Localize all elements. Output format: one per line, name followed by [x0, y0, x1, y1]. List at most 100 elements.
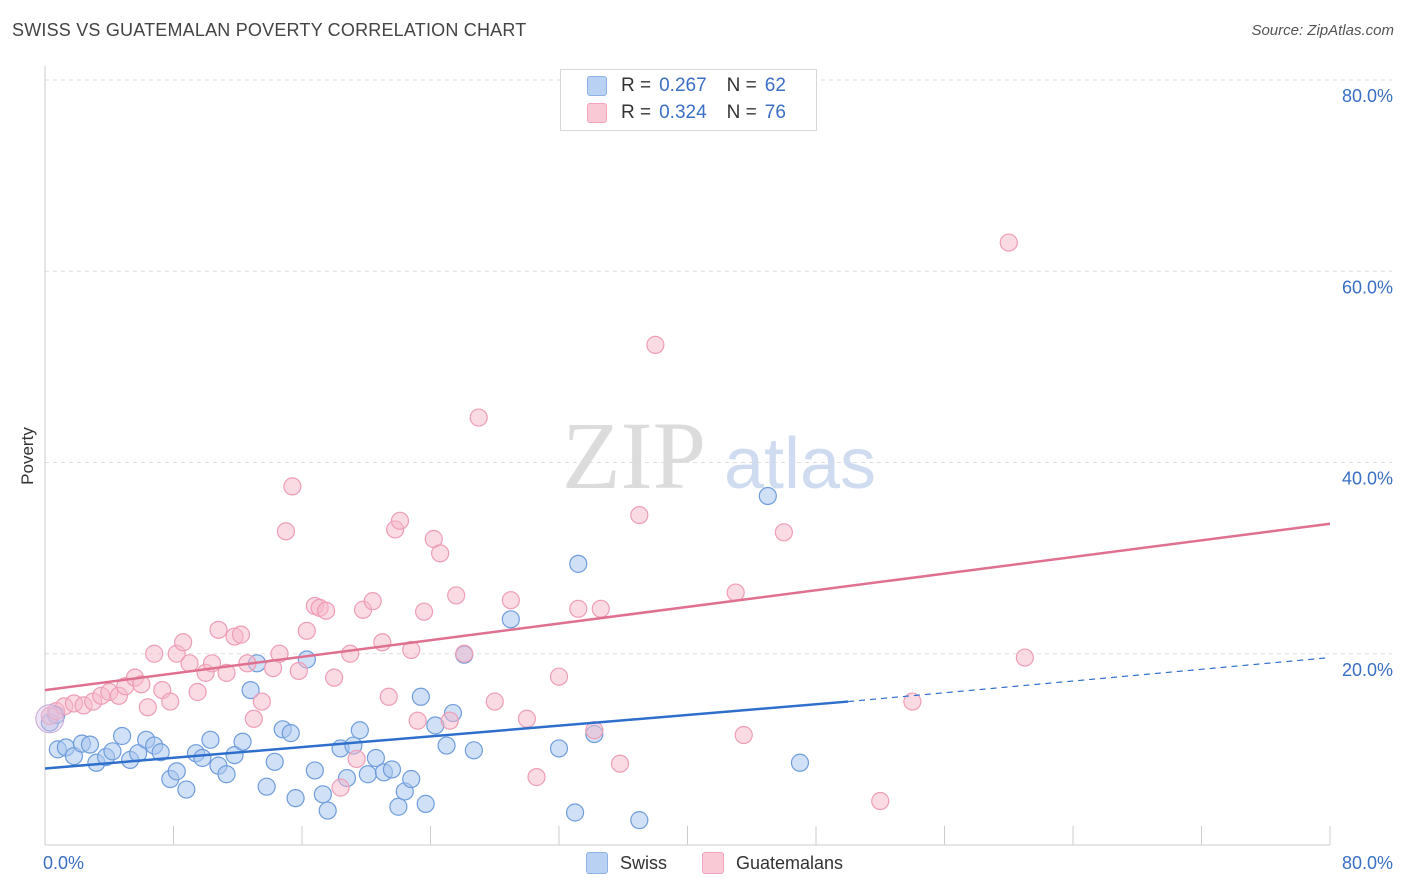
- swiss-point: [233, 732, 252, 751]
- swiss-point: [437, 736, 456, 755]
- overlap-point: [35, 704, 65, 734]
- guatemalan-point: [485, 692, 504, 711]
- swiss-legend-swatch: [586, 852, 608, 874]
- swiss-point: [318, 801, 337, 820]
- guatemalan-point: [1015, 648, 1034, 667]
- swiss-point: [305, 761, 324, 780]
- guatemalan-point: [161, 692, 180, 711]
- guatemalan-point: [569, 599, 588, 618]
- guatemalan-point: [316, 601, 336, 620]
- bottom-legend-swiss: Swiss: [586, 852, 667, 874]
- swiss-point: [382, 760, 402, 779]
- guatemalan-point: [549, 667, 569, 686]
- swiss-point: [241, 680, 260, 700]
- y-tick-label: 20.0%: [1342, 660, 1393, 680]
- guatemalan-point: [289, 661, 308, 681]
- guatemalan-points: [35, 233, 1034, 811]
- swiss-swatch: [587, 76, 607, 96]
- guatemalan-point: [363, 592, 382, 611]
- guatemalan-point: [630, 505, 649, 525]
- guatemalan-point: [774, 523, 793, 542]
- swiss-point: [167, 762, 186, 781]
- swiss-point: [501, 610, 520, 629]
- guatemalan-point: [501, 591, 520, 610]
- swiss-point: [177, 780, 196, 799]
- guatemalan-point: [297, 621, 316, 640]
- guatemalans-legend-label: Guatemalans: [736, 852, 844, 873]
- guatemalan-point: [408, 711, 427, 730]
- gridlines: [45, 79, 1392, 655]
- y-tick-label: 40.0%: [1342, 469, 1393, 489]
- swiss-point: [758, 486, 777, 506]
- guatemalan-point: [209, 620, 228, 639]
- swiss-legend-label: Swiss: [620, 852, 668, 873]
- guatemalan-point: [325, 668, 344, 687]
- guatemalan-point: [431, 544, 450, 563]
- legend-row-guatemalans: R = 0.324 N = 76: [587, 101, 786, 125]
- swiss-point: [265, 752, 284, 771]
- swiss-point: [416, 794, 435, 813]
- swiss-point: [389, 797, 408, 816]
- guatemalan-point: [469, 408, 488, 427]
- legend-row-swiss: R = 0.267 N = 62: [587, 74, 786, 98]
- swiss-point: [201, 730, 220, 749]
- swiss-point: [80, 735, 100, 754]
- swiss-point: [217, 765, 236, 784]
- guatemalan-point: [447, 586, 466, 605]
- guatemalan-point: [244, 709, 263, 728]
- guatemalans-r-value: 0.324: [659, 102, 707, 123]
- tick-labels: 20.0% 40.0% 60.0% 80.0% 0.0% 80.0%: [43, 86, 1393, 873]
- guatemalans-n-value: 76: [764, 102, 786, 123]
- axes: [44, 66, 1331, 846]
- guatemalan-point: [138, 698, 157, 717]
- swiss-point: [257, 777, 276, 796]
- swiss-trend-extension: [848, 656, 1331, 703]
- guatemalans-trend-line: [44, 522, 1331, 692]
- guatemalan-point: [132, 675, 151, 694]
- guatemalan-point: [455, 644, 474, 663]
- guatemalan-point: [283, 477, 302, 496]
- guatemalan-point: [610, 754, 630, 773]
- guatemalan-point: [145, 644, 164, 663]
- swiss-point: [565, 803, 585, 822]
- swiss-point: [281, 724, 300, 743]
- guatemalan-point: [174, 633, 193, 652]
- swiss-point: [464, 741, 483, 760]
- guatemalan-point: [646, 335, 665, 354]
- swiss-point: [225, 746, 244, 765]
- swiss-point: [358, 765, 377, 784]
- guatemalan-point: [440, 711, 459, 730]
- guatemalan-point: [180, 654, 199, 673]
- guatemalans-r-label: R =: [621, 102, 652, 123]
- guatemalan-point: [414, 602, 434, 621]
- x-tick-label: 0.0%: [43, 853, 84, 873]
- guatemalan-point: [231, 625, 251, 644]
- trend-lines: [44, 522, 1331, 770]
- guatemalan-point: [517, 709, 536, 728]
- guatemalan-point: [999, 233, 1018, 252]
- swiss-n-value: 62: [764, 75, 786, 96]
- swiss-point: [112, 726, 132, 746]
- x-tick-label: 80.0%: [1342, 853, 1393, 873]
- swiss-point: [402, 769, 421, 789]
- guatemalan-point: [276, 522, 296, 541]
- swiss-r-label: R =: [621, 75, 652, 96]
- swiss-n-label: N =: [726, 75, 757, 96]
- guatemalan-point: [217, 663, 236, 682]
- guatemalan-point: [871, 791, 890, 811]
- swiss-point: [313, 785, 332, 804]
- correlation-legend: R = 0.267 N = 62 R = 0.324 N = 76: [560, 69, 817, 131]
- y-axis-label: Poverty: [18, 427, 37, 485]
- guatemalan-point: [252, 692, 271, 711]
- swiss-point: [350, 721, 369, 740]
- chart-title: SWISS VS GUATEMALAN POVERTY CORRELATION …: [12, 20, 527, 40]
- guatemalan-point: [903, 692, 922, 711]
- y-tick-label: 80.0%: [1342, 86, 1393, 106]
- swiss-point: [103, 742, 122, 761]
- swiss-point: [193, 748, 212, 768]
- swiss-r-value: 0.267: [659, 75, 707, 96]
- guatemalan-point: [379, 687, 398, 706]
- guatemalans-swatch: [587, 103, 607, 123]
- guatemalan-point: [527, 768, 546, 787]
